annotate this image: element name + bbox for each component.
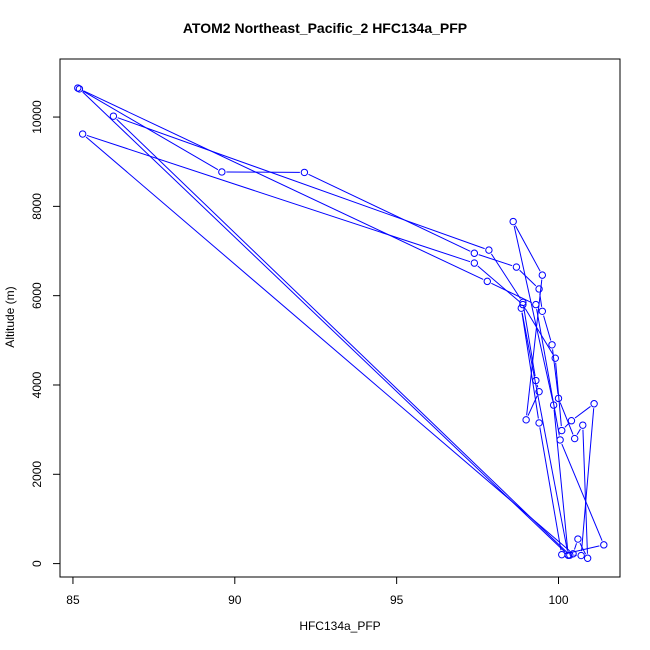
series-line-segment [559, 402, 574, 435]
series-line-segment [573, 543, 577, 550]
y-tick-label: 2000 [30, 461, 44, 488]
series-line-segment [552, 349, 559, 394]
data-point [535, 285, 543, 293]
data-point [538, 307, 547, 316]
data-point [485, 246, 493, 254]
chart-title: ATOM2 Northeast_Pacific_2 HFC134a_PFP [182, 20, 468, 36]
series-line-segment [579, 542, 587, 555]
series-line-segment [85, 136, 570, 552]
data-point [577, 551, 585, 560]
series-line-segment [116, 118, 567, 553]
y-tick-label: 8000 [30, 193, 44, 220]
y-tick-label: 10000 [30, 100, 44, 134]
data-point [583, 554, 592, 562]
series-line-segment [514, 225, 541, 272]
series-line-segment [539, 427, 562, 551]
data-point [556, 436, 564, 444]
series-lines [81, 89, 603, 556]
data-point [519, 300, 527, 309]
series-line-segment [536, 384, 539, 388]
series-line-segment [555, 362, 562, 427]
plot-frame [59, 58, 621, 578]
series-line-segment [308, 173, 471, 252]
data-point [558, 550, 566, 559]
series-line-segment [117, 117, 485, 250]
data-point [109, 112, 118, 120]
data-point [470, 259, 479, 267]
data-point [558, 426, 566, 435]
x-tick-label: 95 [390, 593, 404, 607]
data-point [600, 541, 608, 549]
data-point [554, 394, 563, 403]
series-line-segment [576, 428, 581, 435]
series-line-segment [561, 443, 603, 541]
series-line-segment [536, 308, 560, 436]
data-point [470, 249, 479, 257]
series-line-segment [490, 253, 521, 299]
data-point [570, 434, 579, 443]
series-line-segment [524, 308, 554, 355]
data-point [517, 304, 525, 312]
data-point [548, 341, 556, 349]
data-point [483, 277, 491, 286]
data-point [535, 419, 543, 427]
series-line-segment [526, 279, 543, 416]
data-point [522, 416, 530, 424]
data-point [75, 85, 84, 93]
series-line-segment [521, 312, 568, 551]
series-line-segment [523, 306, 536, 377]
series-line-segment [477, 265, 520, 303]
data-point [300, 168, 309, 177]
x-axis: 85 90 95 100 [66, 576, 569, 607]
series-line-segment [564, 423, 569, 428]
y-tick-label: 4000 [30, 371, 44, 398]
series-line-segment [513, 225, 554, 401]
data-point [509, 217, 517, 226]
data-point [538, 271, 547, 279]
data-point [549, 401, 558, 409]
data-point [218, 168, 226, 176]
data-point [532, 300, 540, 309]
data-point [551, 354, 559, 362]
data-point [569, 550, 577, 558]
data-point [535, 387, 543, 396]
y-tick-label: 0 [30, 560, 44, 567]
series-line-segment [519, 269, 537, 287]
series-line-segment [582, 429, 588, 554]
x-tick-label: 90 [228, 593, 242, 607]
series-line-segment [543, 315, 552, 341]
series-line-segment [553, 409, 569, 551]
x-tick-label: 85 [66, 593, 80, 607]
data-point [564, 551, 572, 559]
y-tick-label: 6000 [30, 282, 44, 309]
y-axis: 0 2000 4000 6000 8000 10000 [30, 100, 61, 567]
data-point [574, 535, 582, 543]
series-points [74, 84, 608, 562]
data-point [532, 376, 540, 385]
data-point [567, 417, 576, 425]
data-point [74, 84, 82, 92]
series-line-segment [491, 282, 532, 304]
x-tick-label: 100 [548, 593, 568, 607]
series-line-segment [83, 90, 484, 280]
data-point [590, 400, 598, 408]
data-point [78, 130, 87, 138]
series-line-segment [86, 134, 471, 263]
data-point [512, 263, 521, 271]
series-line-segment [81, 89, 219, 171]
series-line-segment [581, 408, 595, 552]
series-line-segment [574, 406, 591, 419]
x-axis-label: HFC134a_PFP [299, 619, 381, 633]
data-point [579, 421, 587, 429]
series-line-segment [82, 91, 566, 553]
series-line-segment [521, 312, 539, 419]
